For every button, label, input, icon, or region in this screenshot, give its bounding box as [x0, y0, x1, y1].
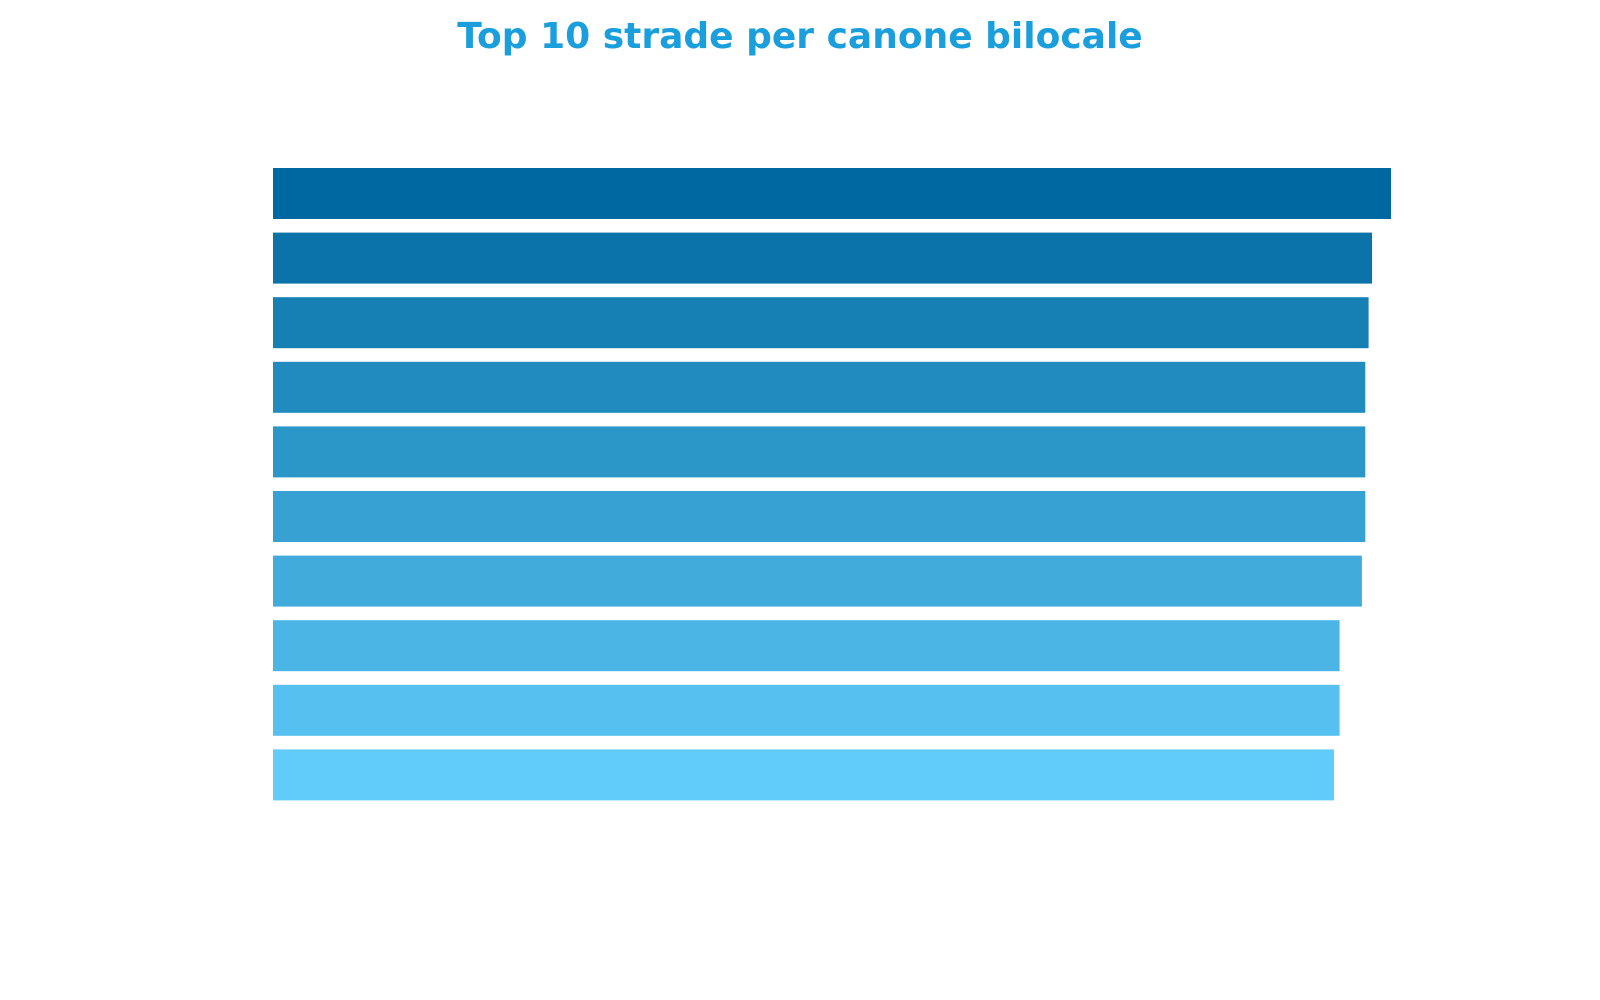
bar-5 [273, 426, 1366, 478]
bar-10 [273, 749, 1334, 801]
chart-title: Top 10 strade per canone bilocale [457, 16, 1143, 57]
bar-7 [273, 555, 1362, 607]
bars-group [273, 168, 1391, 801]
bar-9 [273, 684, 1340, 736]
bar-4 [273, 361, 1366, 413]
bar-3 [273, 297, 1369, 349]
bar-8 [273, 620, 1340, 672]
bar-6 [273, 491, 1366, 542]
bar-1 [273, 168, 1391, 219]
bar-2 [273, 232, 1372, 284]
